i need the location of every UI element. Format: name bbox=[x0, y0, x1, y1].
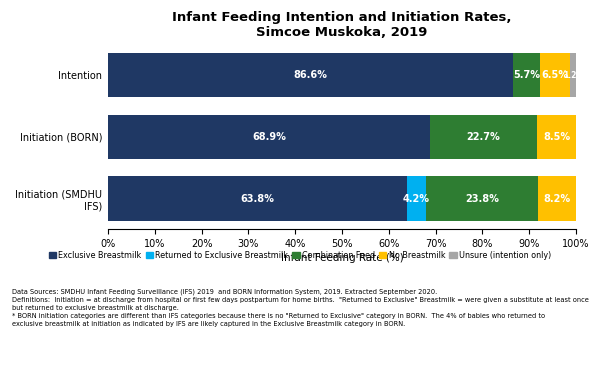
Text: 6.5%: 6.5% bbox=[542, 70, 569, 80]
Title: Infant Feeding Intention and Initiation Rates,
Simcoe Muskoka, 2019: Infant Feeding Intention and Initiation … bbox=[172, 11, 512, 39]
Bar bbox=[538, 176, 576, 221]
Bar bbox=[513, 53, 540, 97]
Bar bbox=[571, 53, 576, 97]
Bar bbox=[430, 115, 536, 159]
Bar bbox=[540, 53, 571, 97]
Legend: Exclusive Breastmilk, Returned to Exclusive Breastmilk, Combination Feed, No Bre: Exclusive Breastmilk, Returned to Exclus… bbox=[49, 251, 551, 260]
Text: 86.6%: 86.6% bbox=[294, 70, 328, 80]
Bar bbox=[108, 176, 407, 221]
Bar bbox=[407, 176, 426, 221]
Text: 22.7%: 22.7% bbox=[467, 132, 500, 142]
Text: 5.7%: 5.7% bbox=[513, 70, 540, 80]
Bar bbox=[536, 115, 577, 159]
Text: 68.9%: 68.9% bbox=[252, 132, 286, 142]
Text: 63.8%: 63.8% bbox=[241, 194, 274, 204]
Bar bbox=[108, 53, 513, 97]
X-axis label: Infant Feeding Rate (%): Infant Feeding Rate (%) bbox=[281, 253, 403, 263]
Bar bbox=[426, 176, 538, 221]
Text: 1.2%: 1.2% bbox=[563, 71, 584, 80]
Text: 8.5%: 8.5% bbox=[543, 132, 570, 142]
Text: 4.2%: 4.2% bbox=[403, 194, 430, 204]
Bar bbox=[108, 115, 430, 159]
Text: 23.8%: 23.8% bbox=[465, 194, 499, 204]
Text: Data Sources: SMDHU Infant Feeding Surveillance (IFS) 2019  and BORN Information: Data Sources: SMDHU Infant Feeding Surve… bbox=[12, 289, 589, 327]
Text: 8.2%: 8.2% bbox=[543, 194, 571, 204]
